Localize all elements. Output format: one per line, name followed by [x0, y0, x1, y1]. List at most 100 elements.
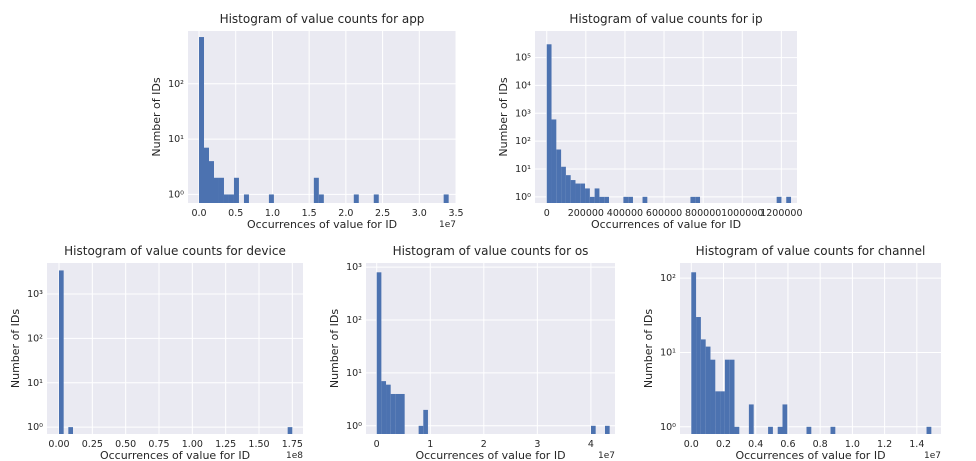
x-tick-label: 3.5 [448, 208, 463, 219]
histogram-bar [806, 426, 812, 434]
x-axis-label: Occurrences of value for ID [735, 449, 885, 461]
histogram-bar [353, 194, 359, 203]
x-tick-label: 400000 [607, 208, 643, 219]
chart-title: Histogram of value counts for device [64, 244, 286, 258]
x-tick-label: 1.0 [845, 439, 860, 450]
x-tick-label: 1.2 [877, 439, 892, 450]
chart-title: Histogram of value counts for os [393, 244, 589, 258]
x-tick-label: 0.5 [228, 208, 243, 219]
histogram-bar [589, 196, 595, 203]
histogram-bar [565, 175, 571, 203]
histogram-bar [715, 391, 721, 434]
chart-title: Histogram of value counts for channel [696, 244, 926, 258]
x-tick-label: 1.00 [182, 439, 203, 450]
histogram-bar [390, 393, 396, 434]
x-tick-label: 2 [481, 439, 487, 450]
x-tick-label: 0.6 [780, 439, 795, 450]
y-tick-label: 10⁴ [515, 80, 531, 91]
histogram-bar [623, 196, 629, 203]
plot-area [47, 263, 303, 434]
histogram-bar [318, 194, 324, 203]
histogram-bar [748, 404, 754, 434]
histogram-bar [691, 272, 697, 434]
histogram-bar [705, 346, 711, 434]
histogram-bar [594, 188, 600, 203]
x-tick-label: 0.25 [82, 439, 103, 450]
x-tick-label: 1.75 [282, 439, 303, 450]
histogram-bar [213, 177, 219, 203]
x-offset-label: 1e7 [924, 451, 941, 461]
x-tick-label: 3 [534, 439, 540, 450]
y-tick-label: 10³ [27, 289, 43, 300]
histogram-bar [418, 425, 424, 434]
y-tick-label: 10³ [515, 108, 531, 119]
plot-area [366, 263, 615, 434]
x-tick-label: 1.4 [909, 439, 924, 450]
x-tick-label: 0 [544, 208, 550, 219]
histogram-bar [830, 426, 836, 434]
y-tick-label: 10⁰ [168, 189, 184, 200]
x-tick-label: 1200000 [760, 208, 802, 219]
x-tick-label: 0.4 [748, 439, 763, 450]
x-axis-label: Occurrences of value for ID [415, 449, 565, 461]
chart-panel: 0 1 2 3 4 10⁰ 10¹ 10² 10³ Histogram of value coun… [328, 244, 615, 461]
x-tick-label: 2.0 [338, 208, 353, 219]
histogram-bar [926, 426, 932, 434]
histogram-bar [395, 393, 401, 434]
y-tick-label: 10³ [346, 262, 362, 273]
x-tick-label: 600000 [646, 208, 682, 219]
histogram-bar [561, 166, 566, 203]
y-tick-label: 10⁰ [346, 421, 362, 432]
chart-title: Histogram of value counts for app [220, 12, 425, 26]
x-tick-label: 0.0 [684, 439, 699, 450]
x-tick-label: 0.75 [148, 439, 169, 450]
y-axis-label: Number of IDs [642, 309, 655, 388]
histogram-bar [218, 177, 224, 203]
x-tick-label: 1.25 [215, 439, 236, 450]
x-tick-label: 200000 [568, 208, 604, 219]
histogram-bar [642, 196, 648, 203]
histogram-bar [546, 44, 552, 203]
histogram-bar [604, 196, 610, 203]
histogram-bar [591, 425, 596, 434]
histogram-bar [776, 196, 782, 203]
histogram-bar [204, 147, 209, 203]
histogram-bar [724, 359, 730, 434]
x-tick-label: 1.0 [265, 208, 280, 219]
x-offset-label: 1e8 [286, 451, 303, 461]
histogram-bar [720, 391, 725, 434]
histogram-bar [786, 196, 792, 203]
y-axis-label: Number of IDs [150, 77, 163, 156]
histogram-bar [585, 188, 590, 203]
y-tick-label: 10⁰ [660, 422, 676, 433]
histogram-bar [223, 194, 229, 203]
histogram-bar [233, 177, 239, 203]
histogram-bar [696, 317, 701, 434]
histogram-bar [68, 427, 73, 434]
y-axis-label: Number of IDs [497, 77, 510, 156]
y-axis-label: Number of IDs [328, 309, 341, 388]
histogram-bar [690, 196, 696, 203]
histogram-bar [604, 425, 610, 434]
histogram-bar [575, 183, 581, 203]
histogram-bar [570, 180, 576, 203]
y-tick-label: 10⁰ [515, 192, 531, 203]
x-tick-label: 3.0 [412, 208, 427, 219]
y-axis-label: Number of IDs [9, 309, 22, 388]
y-tick-label: 10² [660, 273, 676, 284]
x-tick-label: 0.0 [191, 208, 206, 219]
x-tick-label: 0.8 [813, 439, 828, 450]
x-tick-label: 0.2 [716, 439, 731, 450]
x-tick-label: 1 [427, 439, 433, 450]
x-tick-label: 800000 [685, 208, 721, 219]
x-tick-label: 1000000 [721, 208, 763, 219]
histogram-bar [313, 177, 319, 203]
histogram-bar [777, 426, 783, 434]
histogram-bar [208, 161, 214, 203]
x-tick-label: 0.50 [115, 439, 136, 450]
x-axis-label: Occurrences of value for ID [247, 218, 397, 231]
x-offset-label: 1e7 [439, 220, 456, 230]
x-tick-label: 1.5 [302, 208, 317, 219]
